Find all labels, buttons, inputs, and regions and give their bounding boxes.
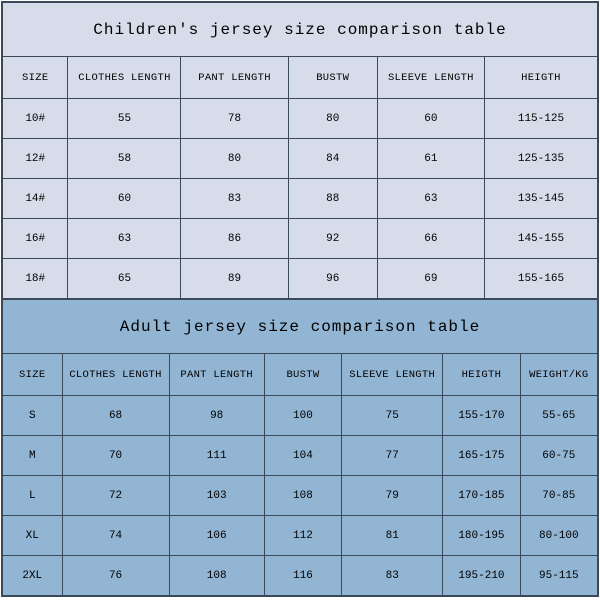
children-col-bust: BUSTW <box>288 57 377 99</box>
cell: 2XL <box>3 556 63 596</box>
adult-col-sleeve: SLEEVE LENGTH <box>342 354 443 396</box>
cell: M <box>3 436 63 476</box>
cell: 58 <box>68 139 181 179</box>
cell: 61 <box>377 139 484 179</box>
cell: 60-75 <box>520 436 597 476</box>
table-row: 10# 55 78 80 60 115-125 <box>3 99 598 139</box>
children-col-sleeve: SLEEVE LENGTH <box>377 57 484 99</box>
cell: 116 <box>264 556 341 596</box>
cell: 69 <box>377 259 484 299</box>
cell: L <box>3 476 63 516</box>
cell: 75 <box>342 396 443 436</box>
cell: 89 <box>181 259 288 299</box>
adult-col-clothes: CLOTHES LENGTH <box>62 354 169 396</box>
cell: 70 <box>62 436 169 476</box>
cell: 18# <box>3 259 68 299</box>
cell: 12# <box>3 139 68 179</box>
cell: 170-185 <box>443 476 520 516</box>
table-row: 14# 60 83 88 63 135-145 <box>3 179 598 219</box>
table-row: L 72 103 108 79 170-185 70-85 <box>3 476 598 516</box>
table-row: 18# 65 89 96 69 155-165 <box>3 259 598 299</box>
cell: 111 <box>169 436 264 476</box>
cell: 98 <box>169 396 264 436</box>
cell: 108 <box>169 556 264 596</box>
adult-col-weight: WEIGHT/KG <box>520 354 597 396</box>
cell: 14# <box>3 179 68 219</box>
table-row: 16# 63 86 92 66 145-155 <box>3 219 598 259</box>
children-col-pant: PANT LENGTH <box>181 57 288 99</box>
table-row: S 68 98 100 75 155-170 55-65 <box>3 396 598 436</box>
cell: 79 <box>342 476 443 516</box>
adult-col-size: SIZE <box>3 354 63 396</box>
cell: S <box>3 396 63 436</box>
cell: 103 <box>169 476 264 516</box>
cell: 60 <box>377 99 484 139</box>
cell: XL <box>3 516 63 556</box>
cell: 155-170 <box>443 396 520 436</box>
adult-col-bust: BUSTW <box>264 354 341 396</box>
cell: 81 <box>342 516 443 556</box>
children-col-clothes: CLOTHES LENGTH <box>68 57 181 99</box>
cell: 65 <box>68 259 181 299</box>
cell: 106 <box>169 516 264 556</box>
cell: 165-175 <box>443 436 520 476</box>
children-col-size: SIZE <box>3 57 68 99</box>
children-col-height: HEIGTH <box>484 57 597 99</box>
cell: 86 <box>181 219 288 259</box>
adult-col-pant: PANT LENGTH <box>169 354 264 396</box>
cell: 63 <box>68 219 181 259</box>
cell: 55 <box>68 99 181 139</box>
cell: 63 <box>377 179 484 219</box>
cell: 104 <box>264 436 341 476</box>
cell: 80-100 <box>520 516 597 556</box>
cell: 10# <box>3 99 68 139</box>
cell: 60 <box>68 179 181 219</box>
cell: 74 <box>62 516 169 556</box>
cell: 195-210 <box>443 556 520 596</box>
cell: 135-145 <box>484 179 597 219</box>
cell: 70-85 <box>520 476 597 516</box>
cell: 72 <box>62 476 169 516</box>
cell: 66 <box>377 219 484 259</box>
cell: 88 <box>288 179 377 219</box>
cell: 76 <box>62 556 169 596</box>
table-row: M 70 111 104 77 165-175 60-75 <box>3 436 598 476</box>
cell: 83 <box>181 179 288 219</box>
cell: 80 <box>181 139 288 179</box>
cell: 16# <box>3 219 68 259</box>
children-table-title: Children's jersey size comparison table <box>3 3 598 57</box>
adult-table-title: Adult jersey size comparison table <box>3 300 598 354</box>
cell: 100 <box>264 396 341 436</box>
size-tables-container: Children's jersey size comparison table … <box>1 1 599 597</box>
adult-size-table: Adult jersey size comparison table SIZE … <box>2 299 598 596</box>
cell: 55-65 <box>520 396 597 436</box>
adult-col-height: HEIGTH <box>443 354 520 396</box>
cell: 115-125 <box>484 99 597 139</box>
table-row: 2XL 76 108 116 83 195-210 95-115 <box>3 556 598 596</box>
children-size-table: Children's jersey size comparison table … <box>2 2 598 299</box>
cell: 108 <box>264 476 341 516</box>
cell: 80 <box>288 99 377 139</box>
cell: 84 <box>288 139 377 179</box>
cell: 96 <box>288 259 377 299</box>
table-row: XL 74 106 112 81 180-195 80-100 <box>3 516 598 556</box>
cell: 78 <box>181 99 288 139</box>
table-row: 12# 58 80 84 61 125-135 <box>3 139 598 179</box>
cell: 83 <box>342 556 443 596</box>
cell: 155-165 <box>484 259 597 299</box>
cell: 68 <box>62 396 169 436</box>
cell: 180-195 <box>443 516 520 556</box>
cell: 92 <box>288 219 377 259</box>
cell: 77 <box>342 436 443 476</box>
cell: 145-155 <box>484 219 597 259</box>
cell: 112 <box>264 516 341 556</box>
cell: 95-115 <box>520 556 597 596</box>
cell: 125-135 <box>484 139 597 179</box>
